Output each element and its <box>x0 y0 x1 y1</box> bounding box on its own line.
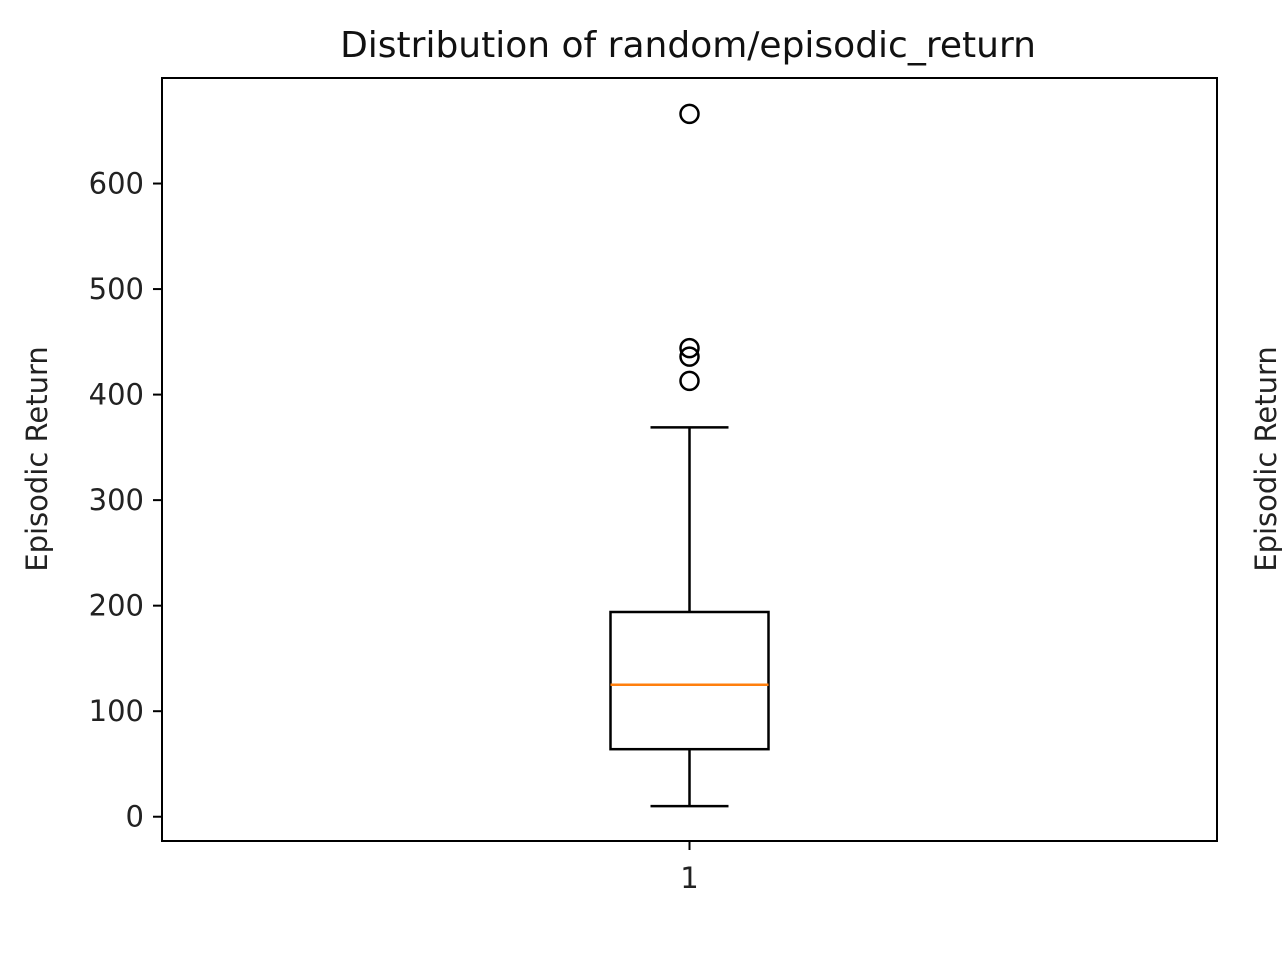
right-axis-label: Episodic Return <box>1249 346 1283 572</box>
plot-area-frame <box>161 77 1218 842</box>
box-group <box>609 426 770 808</box>
y-tick-label: 400 <box>89 378 144 412</box>
outlier-point <box>679 103 700 125</box>
y-tick-label: 300 <box>89 483 144 517</box>
y-tick-label: 100 <box>89 694 144 728</box>
box-iqr <box>609 610 770 751</box>
y-axis-ticks: 0 100 200 300 400 500 600 <box>89 167 162 834</box>
chart-title: Distribution of random/episodic_return <box>340 25 1036 66</box>
y-tick-label: 500 <box>89 272 144 306</box>
y-tick-label: 0 <box>126 800 144 834</box>
y-tick-label: 600 <box>89 167 144 201</box>
outlier-points <box>679 103 700 392</box>
y-axis-label: Episodic Return <box>20 346 54 572</box>
outlier-point <box>679 346 700 367</box>
x-axis-ticks: 1 <box>680 841 699 895</box>
outlier-point <box>679 337 700 359</box>
outlier-point <box>679 370 700 392</box>
y-tick-label: 200 <box>89 589 144 623</box>
x-tick-label: 1 <box>680 861 698 895</box>
